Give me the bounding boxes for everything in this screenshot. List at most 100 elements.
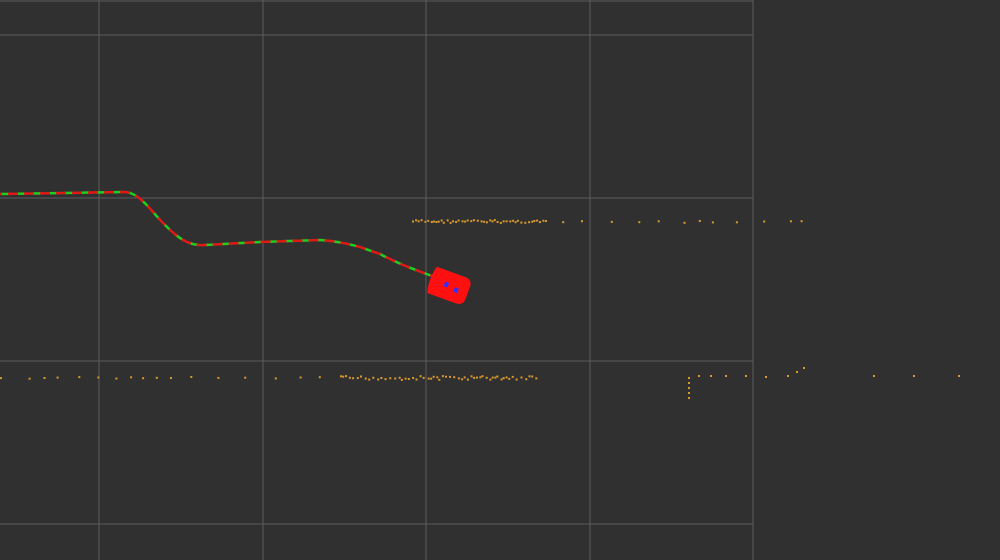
scan-point bbox=[457, 377, 460, 380]
scan-point bbox=[480, 220, 483, 223]
scan-point bbox=[352, 377, 355, 380]
scan-point bbox=[500, 378, 503, 381]
scan-point bbox=[491, 220, 494, 223]
scan-point bbox=[463, 376, 466, 379]
scan-point bbox=[115, 377, 118, 380]
scan-point bbox=[494, 376, 497, 379]
scan-point bbox=[389, 377, 392, 380]
scan-point bbox=[464, 220, 467, 223]
scan-point bbox=[499, 221, 502, 224]
scan-point bbox=[610, 220, 613, 223]
scan-point bbox=[427, 377, 430, 380]
scan-point bbox=[765, 376, 767, 378]
scan-point bbox=[688, 387, 690, 389]
scan-point bbox=[407, 378, 410, 380]
scan-point bbox=[536, 219, 539, 222]
scan-point bbox=[430, 377, 433, 380]
robot-sensor bbox=[453, 287, 459, 294]
scan-point bbox=[508, 377, 511, 380]
scan-point bbox=[710, 375, 712, 377]
scan-point bbox=[913, 375, 915, 377]
scan-point bbox=[562, 221, 565, 224]
scan-point bbox=[432, 375, 435, 378]
scan-point bbox=[412, 377, 415, 379]
scan-point bbox=[688, 397, 690, 399]
scan-point bbox=[364, 377, 367, 380]
scan-point bbox=[28, 377, 31, 380]
scan-point bbox=[516, 219, 519, 222]
scan-point bbox=[43, 377, 46, 379]
scan-point bbox=[430, 221, 433, 223]
scan-point bbox=[412, 220, 414, 223]
scan-point bbox=[420, 219, 423, 222]
scan-point bbox=[479, 376, 482, 379]
robot-sensor bbox=[443, 281, 450, 288]
scan-point bbox=[524, 221, 527, 224]
scan-point bbox=[155, 376, 158, 379]
scan-point bbox=[415, 219, 418, 222]
scan-point bbox=[142, 377, 145, 380]
scan-point bbox=[796, 371, 798, 373]
scan-point bbox=[461, 220, 464, 223]
scan-point bbox=[531, 375, 534, 378]
scan-point bbox=[170, 377, 172, 379]
scan-point bbox=[368, 378, 371, 381]
scan-point bbox=[496, 221, 499, 223]
scan-point bbox=[485, 376, 488, 379]
scan-point bbox=[299, 376, 302, 379]
scan-point bbox=[130, 376, 133, 379]
scan-point bbox=[528, 375, 531, 378]
scan-point bbox=[455, 221, 458, 223]
planned-path bbox=[0, 190, 433, 278]
scan-point bbox=[244, 376, 247, 379]
scan-point bbox=[419, 375, 422, 378]
scan-point bbox=[470, 220, 473, 223]
scan-point bbox=[56, 376, 59, 379]
scan-point bbox=[466, 219, 469, 222]
actual-path bbox=[0, 190, 433, 278]
scan-point bbox=[356, 377, 359, 380]
scan-point bbox=[525, 378, 528, 381]
scan-point bbox=[502, 377, 505, 380]
scan-point bbox=[502, 220, 505, 223]
scan-point bbox=[400, 378, 403, 381]
scan-point bbox=[535, 377, 538, 380]
scan-point bbox=[800, 220, 803, 223]
scan-point bbox=[452, 220, 454, 223]
scan-point bbox=[485, 221, 488, 224]
scan-point bbox=[318, 376, 321, 379]
laser-scan bbox=[0, 219, 960, 399]
scan-point bbox=[638, 221, 641, 224]
scan-point bbox=[725, 375, 727, 377]
scan-point bbox=[958, 375, 960, 377]
scan-point bbox=[457, 219, 460, 222]
scan-point bbox=[473, 219, 475, 222]
scan-point bbox=[417, 220, 420, 223]
scan-point bbox=[489, 378, 492, 381]
scan-point bbox=[441, 375, 444, 378]
scan-point bbox=[528, 221, 531, 224]
scan-point bbox=[533, 220, 536, 222]
scan-point bbox=[446, 219, 449, 222]
scan-point bbox=[0, 377, 2, 380]
scan-point bbox=[511, 375, 514, 378]
scan-point bbox=[436, 376, 439, 379]
scan-point bbox=[505, 220, 508, 223]
scan-point bbox=[515, 378, 518, 381]
scan-point bbox=[803, 367, 805, 369]
scan-point bbox=[873, 375, 875, 377]
scan-point bbox=[483, 220, 486, 223]
scan-point bbox=[394, 377, 397, 380]
grid bbox=[0, 0, 754, 560]
scan-point bbox=[481, 375, 484, 378]
scan-point bbox=[542, 219, 545, 222]
scan-point bbox=[520, 221, 523, 224]
scan-point bbox=[735, 221, 738, 224]
scan-point bbox=[440, 219, 443, 222]
scan-point bbox=[688, 377, 690, 379]
scan-point bbox=[435, 221, 438, 223]
scan-point bbox=[763, 220, 766, 223]
scan-point bbox=[466, 378, 469, 381]
scan-point bbox=[683, 221, 686, 224]
